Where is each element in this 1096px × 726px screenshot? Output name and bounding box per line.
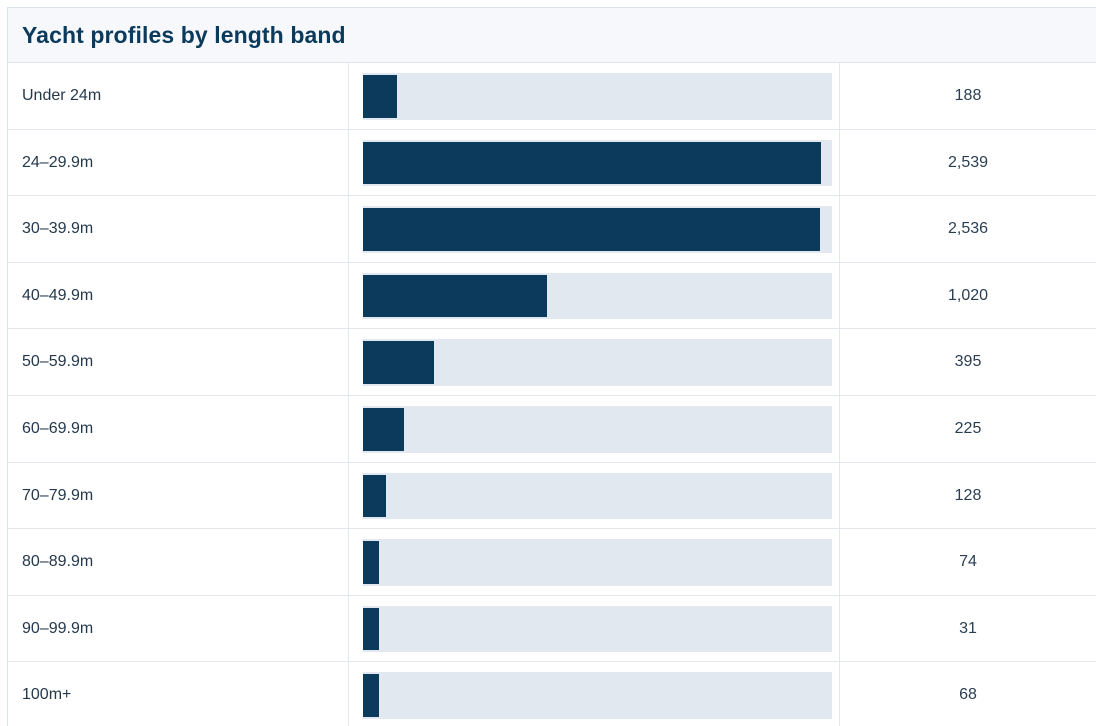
bar-cell <box>348 63 840 129</box>
value-label: 31 <box>959 619 977 637</box>
bar-track <box>363 539 832 586</box>
bar <box>363 541 379 584</box>
bar-cell <box>348 463 840 528</box>
category-label: 100m+ <box>22 686 72 703</box>
value-label: 2,536 <box>947 220 989 237</box>
bar <box>363 475 386 517</box>
table-row: 40–49.9m 1,020 <box>8 263 1096 329</box>
bar <box>363 275 547 317</box>
category-label: 40–49.9m <box>22 286 94 304</box>
bar-track <box>363 206 832 253</box>
category-label: 70–79.9m <box>22 486 94 504</box>
table-row: 100m+ 68 <box>8 662 1096 726</box>
value-label: 225 <box>954 420 982 437</box>
table-row: 50–59.9m 395 <box>8 329 1096 396</box>
bar-track <box>363 473 832 519</box>
value-label: 1,020 <box>947 286 989 304</box>
bar-cell <box>348 662 840 726</box>
bar-rows: Under 24m 188 24–29.9m 2,539 30–39.9m 2,536 40… <box>8 63 1096 726</box>
bar-cell <box>348 263 840 328</box>
bar-cell <box>348 130 840 195</box>
value-label: 128 <box>954 486 982 504</box>
category-label: 50–59.9m <box>22 353 94 370</box>
bar <box>363 75 397 118</box>
value-label: 188 <box>954 87 982 104</box>
value-label: 395 <box>954 353 982 370</box>
bar <box>363 608 379 650</box>
table-row: 80–89.9m 74 <box>8 529 1096 596</box>
table-row: 30–39.9m 2,536 <box>8 196 1096 263</box>
value-label: 2,539 <box>947 153 989 171</box>
bar-cell <box>348 329 840 395</box>
category-label: 60–69.9m <box>22 420 94 437</box>
category-label: 90–99.9m <box>22 619 94 637</box>
bar-track <box>363 140 832 186</box>
table-row: 70–79.9m 128 <box>8 463 1096 529</box>
panel-header: Yacht profiles by length band <box>8 8 1096 63</box>
bar-track <box>363 606 832 652</box>
table-row: Under 24m 188 <box>8 63 1096 130</box>
bar-track <box>363 672 832 719</box>
chart-panel: Yacht profiles by length band Under 24m 1… <box>7 7 1096 726</box>
table-row: 60–69.9m 225 <box>8 396 1096 463</box>
bar <box>363 674 379 717</box>
bar-cell <box>348 196 840 262</box>
bar-cell <box>348 529 840 595</box>
bar <box>363 208 820 251</box>
bar-track <box>363 273 832 319</box>
bar <box>363 408 404 451</box>
bar-cell <box>348 396 840 462</box>
category-label: 30–39.9m <box>22 220 94 237</box>
table-row: 90–99.9m 31 <box>8 596 1096 662</box>
bar <box>363 142 821 184</box>
bar-cell <box>348 596 840 661</box>
bar-track <box>363 73 832 120</box>
category-label: 24–29.9m <box>22 153 94 171</box>
table-row: 24–29.9m 2,539 <box>8 130 1096 196</box>
bar-track <box>363 406 832 453</box>
bar-track <box>363 339 832 386</box>
chart-title: Yacht profiles by length band <box>22 21 346 48</box>
category-label: Under 24m <box>22 87 102 104</box>
category-label: 80–89.9m <box>22 553 94 570</box>
value-label: 74 <box>959 553 977 570</box>
bar <box>363 341 434 384</box>
value-label: 68 <box>959 686 977 703</box>
